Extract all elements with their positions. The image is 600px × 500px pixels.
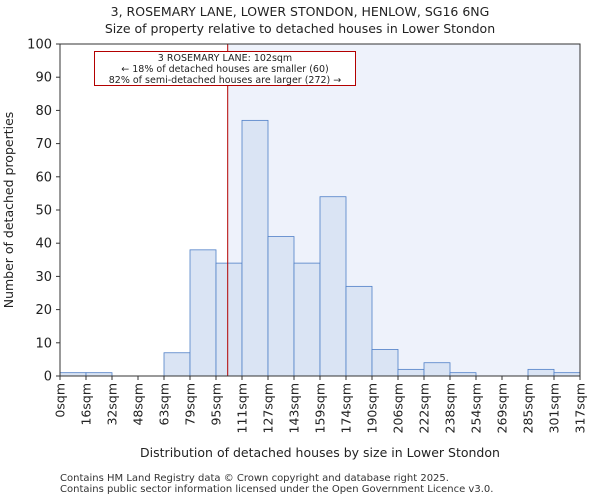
bar-111sqm: [241, 119, 269, 377]
x-axis-label: Distribution of detached houses by size …: [140, 445, 500, 460]
bar-174sqm: [345, 285, 373, 377]
annotation-box: 3 ROSEMARY LANE: 102sqm ← 18% of detache…: [94, 51, 356, 86]
x-tick-label: 269sqm: [495, 383, 510, 433]
x-tick-label: 111sqm: [235, 383, 250, 433]
bar-190sqm: [371, 349, 399, 377]
bar-285sqm: [527, 368, 555, 377]
x-tick-label: 254sqm: [469, 383, 484, 433]
y-tick-label: 80: [35, 104, 52, 119]
y-tick-label: 100: [27, 38, 52, 53]
footer-copyright: Contains HM Land Registry data © Crown c…: [60, 473, 449, 484]
chart-title-address: 3, ROSEMARY LANE, LOWER STONDON, HENLOW,…: [110, 4, 490, 19]
x-tick-label: 222sqm: [417, 383, 432, 433]
x-tick-label: 63sqm: [157, 383, 172, 426]
y-tick-label: 90: [35, 71, 52, 86]
y-tick-label: 20: [35, 303, 52, 318]
x-tick-label: 301sqm: [547, 383, 562, 433]
bar-143sqm: [293, 262, 321, 377]
bar-127sqm: [267, 236, 295, 377]
x-tick-label: 95sqm: [209, 383, 224, 426]
y-tick-label: 0: [44, 370, 52, 385]
x-tick-label: 317sqm: [573, 383, 588, 433]
bar-63sqm: [163, 352, 191, 377]
bar-206sqm: [397, 368, 425, 377]
x-tick-label: 206sqm: [391, 383, 406, 433]
bar-159sqm: [319, 196, 347, 377]
x-tick-label: 32sqm: [105, 383, 120, 426]
x-tick-label: 79sqm: [183, 383, 198, 426]
x-tick-label: 159sqm: [313, 383, 328, 433]
annotation-line-3: 82% of semi-detached houses are larger (…: [108, 75, 342, 86]
x-tick-label: 48sqm: [131, 383, 146, 426]
bar-95sqm: [215, 262, 243, 377]
y-tick-label: 30: [35, 270, 52, 285]
chart-subtitle: Size of property relative to detached ho…: [104, 21, 496, 36]
x-tick-label: 127sqm: [261, 383, 276, 433]
bar-222sqm: [423, 362, 451, 377]
x-tick-label: 190sqm: [365, 383, 380, 433]
y-tick-label: 70: [35, 137, 52, 152]
y-tick-label: 50: [35, 204, 52, 219]
x-tick-label: 285sqm: [521, 383, 536, 433]
annotation-line-2: ← 18% of detached houses are smaller (60…: [121, 64, 329, 75]
y-tick-label: 10: [35, 336, 52, 351]
x-tick-label: 16sqm: [79, 383, 94, 426]
y-tick-label: 40: [35, 237, 52, 252]
bar-79sqm: [189, 249, 217, 377]
footer-licence: Contains public sector information licen…: [60, 484, 494, 495]
x-tick-label: 0sqm: [53, 383, 68, 418]
x-tick-label: 143sqm: [287, 383, 302, 433]
y-tick-label: 60: [35, 170, 52, 185]
x-tick-label: 174sqm: [339, 383, 354, 433]
annotation-line-1: 3 ROSEMARY LANE: 102sqm: [157, 53, 293, 64]
x-tick-label: 238sqm: [443, 383, 458, 433]
y-axis-label: Number of detached properties: [1, 112, 16, 309]
